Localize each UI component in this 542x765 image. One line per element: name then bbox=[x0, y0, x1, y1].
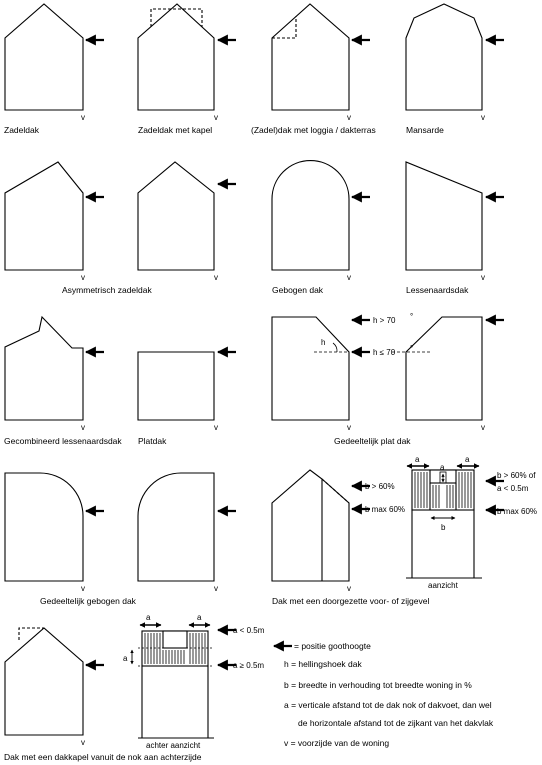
label-zadeldak-kapel: Zadeldak met kapel bbox=[138, 125, 212, 135]
a-label: a bbox=[440, 463, 445, 472]
legend-positie: = positie goothoogte bbox=[294, 641, 371, 651]
a-lt-05-label: a < 0.5m bbox=[233, 626, 265, 635]
aanzicht-label: aanzicht bbox=[428, 581, 459, 590]
doorgezet-shape bbox=[271, 469, 370, 582]
gedeeltelijk-gebogen-1-shape bbox=[4, 472, 104, 582]
label-gebogen: Gebogen dak bbox=[272, 285, 324, 295]
gedeeltelijk-plat-right-shape bbox=[392, 314, 504, 421]
h-gt-70-label: h > 70 bbox=[373, 316, 396, 325]
legend-h: h = hellingshoek dak bbox=[284, 659, 362, 669]
aanzicht-view bbox=[406, 463, 504, 579]
a-label: a bbox=[123, 654, 128, 663]
v-marker: v bbox=[347, 273, 351, 282]
v-marker: v bbox=[81, 423, 85, 432]
h-angle-label: h bbox=[321, 338, 325, 347]
v-marker: v bbox=[481, 423, 485, 432]
v-marker: v bbox=[81, 584, 85, 593]
v-marker: v bbox=[81, 273, 85, 282]
v-marker: v bbox=[347, 423, 351, 432]
zadeldak-shape bbox=[4, 3, 104, 111]
v-marker: v bbox=[214, 584, 218, 593]
v-marker: v bbox=[214, 113, 218, 122]
v-marker: v bbox=[481, 113, 485, 122]
platdak-shape bbox=[137, 346, 236, 421]
a-label: a bbox=[415, 455, 420, 464]
label-gecomb: Gecombineerd lessenaardsdak bbox=[4, 436, 122, 446]
v-marker: v bbox=[214, 423, 218, 432]
v-marker: v bbox=[481, 273, 485, 282]
label-asym: Asymmetrisch zadeldak bbox=[62, 285, 153, 295]
a-ge-05-label: a ≥ 0.5m bbox=[233, 661, 264, 670]
labels: Zadeldak Zadeldak met kapel (Zadel)dak m… bbox=[4, 125, 469, 762]
label-loggia: (Zadel)dak met loggia / dakterras bbox=[251, 125, 376, 135]
degree-sign: ° bbox=[410, 312, 413, 321]
mansarde-shape bbox=[405, 3, 504, 111]
h-le-70-label: h ≤ 70 bbox=[373, 348, 396, 357]
b-gt-60-label: b > 60% bbox=[365, 482, 395, 491]
a-label: a bbox=[197, 613, 202, 622]
legend-b: b = breedte in verhouding tot breedte wo… bbox=[284, 680, 472, 690]
gedeeltelijk-gebogen-2-shape bbox=[137, 472, 236, 582]
a-label: a bbox=[465, 455, 470, 464]
b-label: b bbox=[441, 523, 446, 532]
v-marker: v bbox=[81, 738, 85, 747]
asym-shape bbox=[4, 161, 104, 271]
legend-v: v = voorzijde van de woning bbox=[284, 738, 389, 748]
legend-a2: de horizontale afstand tot de zijkant va… bbox=[298, 718, 494, 728]
lessenaar-shape bbox=[405, 161, 504, 271]
legend-a1: a = verticale afstand tot de dak nok of … bbox=[284, 700, 492, 710]
v-marker: v bbox=[81, 113, 85, 122]
a-lt-05-label: a < 0.5m bbox=[497, 484, 529, 493]
a-label: a bbox=[146, 613, 151, 622]
dakkapel-nok-shape bbox=[4, 627, 104, 736]
label-lessenaar: Lessenaardsdak bbox=[406, 285, 469, 295]
v-marker: v bbox=[214, 273, 218, 282]
gecomb-shape bbox=[4, 315, 104, 421]
label-dakkapel-nok: Dak met een dakkapel vanuit de nok aan a… bbox=[4, 752, 202, 762]
legend: = positie goothoogte h = hellingshoek da… bbox=[284, 641, 494, 748]
label-zadeldak: Zadeldak bbox=[4, 125, 40, 135]
label-gedeeltelijk-plat: Gedeeltelijk plat dak bbox=[334, 436, 411, 446]
zadeldak-kapel-shape bbox=[137, 3, 236, 111]
asym-2-shape bbox=[137, 161, 236, 271]
b-gt-60-of-label: b > 60% of bbox=[497, 471, 536, 480]
b-max-60-label: b max 60% bbox=[497, 507, 537, 516]
v-marker: v bbox=[347, 584, 351, 593]
v-marker: v bbox=[347, 113, 351, 122]
degree-sign: ° bbox=[410, 344, 413, 353]
achter-aanzicht-view bbox=[130, 622, 236, 739]
gebogen-shape bbox=[271, 159, 370, 271]
v-markers: v v v v v v v v v v v v v v v v bbox=[81, 113, 485, 747]
loggia-shape bbox=[271, 3, 370, 111]
b-max-60-label: b max 60% bbox=[365, 505, 405, 514]
label-gedeeltelijk-gebogen: Gedeeltelijk gebogen dak bbox=[40, 596, 137, 606]
label-platdak: Platdak bbox=[138, 436, 167, 446]
label-mansarde: Mansarde bbox=[406, 125, 444, 135]
achter-aanzicht-label: achter aanzicht bbox=[146, 741, 201, 750]
label-doorgezet: Dak met een doorgezette voor- of zijgeve… bbox=[272, 596, 429, 606]
gedeeltelijk-plat-left-shape bbox=[271, 314, 370, 421]
